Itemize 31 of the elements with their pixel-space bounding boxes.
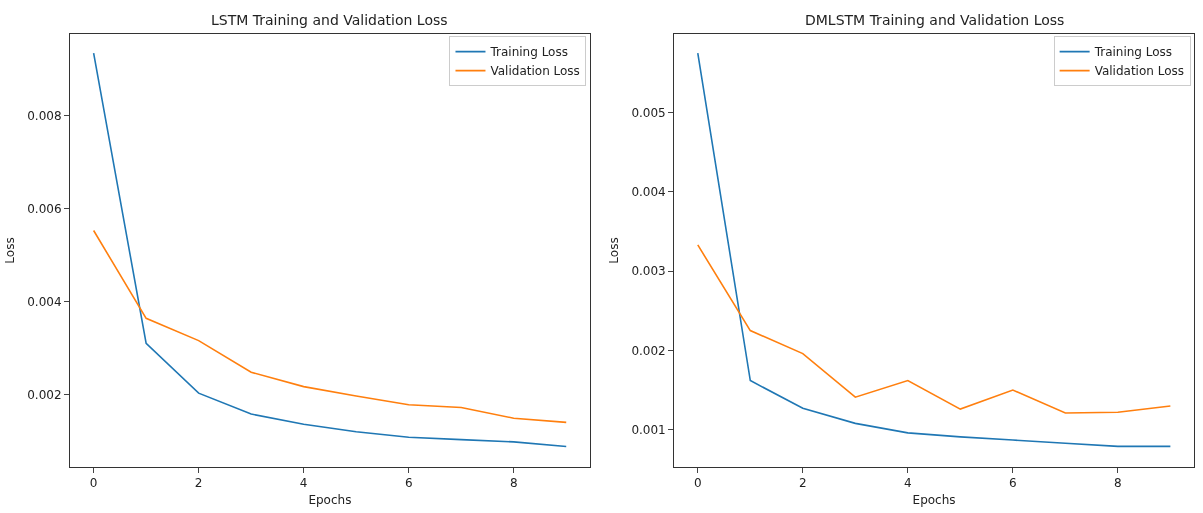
legend-label: Validation Loss bbox=[1094, 64, 1185, 79]
y-axis-title: Loss bbox=[606, 237, 621, 264]
y-tick-label: 0.004 bbox=[631, 185, 666, 200]
line-series bbox=[696, 244, 1172, 414]
x-axis-title: Epochs bbox=[912, 493, 956, 508]
y-tick-label: 0.003 bbox=[631, 264, 666, 279]
x-tick-label: 8 bbox=[1114, 476, 1122, 491]
x-tick-label: 8 bbox=[509, 476, 518, 491]
legend-label: Training Loss bbox=[489, 45, 568, 60]
x-tick-label: 6 bbox=[1009, 476, 1017, 491]
legend-label: Validation Loss bbox=[490, 64, 580, 79]
x-tick-label: 0 bbox=[89, 476, 98, 491]
y-tick-label: 0.002 bbox=[631, 343, 666, 358]
x-tick-label: 4 bbox=[299, 476, 308, 491]
y-tick-label: 0.005 bbox=[631, 105, 666, 120]
y-tick-label: 0.008 bbox=[27, 108, 62, 123]
x-tick-label: 2 bbox=[194, 476, 203, 491]
chart-title: DMLSTM Training and Validation Loss bbox=[805, 12, 1065, 28]
x-axis-title: Epochs bbox=[308, 493, 352, 508]
y-tick-label: 0.002 bbox=[27, 387, 62, 402]
line-series bbox=[92, 229, 568, 424]
y-tick-label: 0.004 bbox=[27, 294, 62, 309]
y-tick-label: 0.006 bbox=[27, 201, 62, 216]
x-tick-label: 6 bbox=[404, 476, 413, 491]
x-tick-label: 4 bbox=[904, 476, 912, 491]
x-tick-label: 2 bbox=[798, 476, 807, 491]
chart-title: LSTM Training and Validation Loss bbox=[211, 12, 448, 28]
legend-label: Training Loss bbox=[1093, 45, 1173, 60]
y-axis-title: Loss bbox=[2, 237, 17, 264]
y-tick-label: 0.001 bbox=[631, 422, 666, 437]
x-tick-label: 0 bbox=[693, 476, 702, 491]
